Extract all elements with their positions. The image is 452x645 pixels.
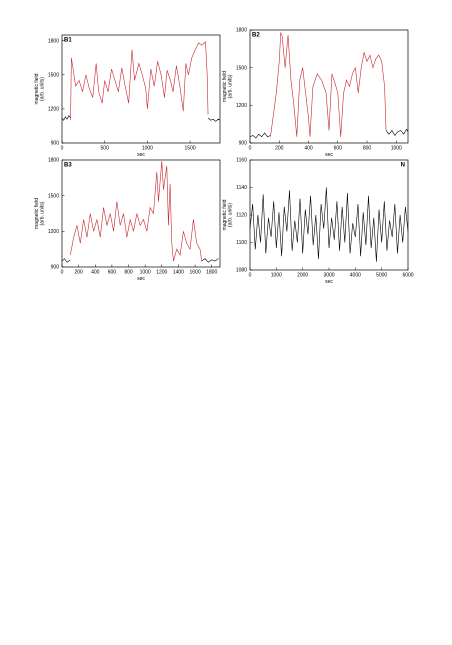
x-tick-label: 1800 xyxy=(206,270,217,276)
y-tick-label: 1800 xyxy=(48,158,59,164)
plot-frame xyxy=(61,34,221,144)
x-tick-label: 0 xyxy=(61,270,64,276)
x-tick-label: 0 xyxy=(249,146,252,152)
y-axis-label: magnetic field xyxy=(34,198,40,229)
x-tick-label: 800 xyxy=(124,270,133,276)
panel: 0 200 400 600 800 1000 1200 1400 1600 1800 900 1200… xyxy=(34,158,221,282)
x-tick-label: 200 xyxy=(74,270,83,276)
y-tick-label: 1800 xyxy=(48,38,59,44)
panel: 0 500 1000 1500 900 1200 1500 1800 sec magnetic f… xyxy=(34,34,221,158)
x-tick-label: 4000 xyxy=(350,273,361,279)
panel: 0 200 400 600 800 1000 900 1200 1500 1800 sec magne… xyxy=(222,28,409,158)
data-line xyxy=(207,117,221,122)
y-tick-label: 1200 xyxy=(48,229,59,235)
data-line xyxy=(70,41,209,121)
x-axis-label: sec xyxy=(137,276,145,282)
y-axis-label: magnetic field xyxy=(34,73,40,104)
data-line xyxy=(61,258,71,263)
panel-label: B1 xyxy=(64,38,72,44)
panel-label: B2 xyxy=(252,33,260,39)
y-axis-label: (arb. units) xyxy=(40,201,46,225)
plot-frame xyxy=(61,159,221,268)
y-tick-label: 1160 xyxy=(236,158,247,164)
x-axis-label: sec xyxy=(137,152,145,158)
x-tick-label: 1000 xyxy=(142,146,153,152)
y-axis-label: magnetic field xyxy=(222,199,228,230)
panel-label: N xyxy=(401,163,405,169)
y-tick-label: 1120 xyxy=(236,213,247,219)
x-tick-label: 400 xyxy=(91,270,100,276)
x-tick-label: 0 xyxy=(61,146,64,152)
x-tick-label: 1000 xyxy=(140,270,151,276)
x-tick-label: 1200 xyxy=(156,270,167,276)
y-axis-label: magnetic field xyxy=(222,71,228,102)
y-tick-label: 1100 xyxy=(236,240,247,246)
x-tick-label: 0 xyxy=(249,273,252,279)
x-tick-label: 1600 xyxy=(189,270,200,276)
x-tick-label: 500 xyxy=(101,146,110,152)
x-tick-label: 1500 xyxy=(185,146,196,152)
x-tick-label: 5000 xyxy=(376,273,387,279)
x-tick-label: 1000 xyxy=(391,146,402,152)
x-tick-label: 800 xyxy=(363,146,372,152)
y-tick-label: 1200 xyxy=(48,107,59,113)
y-tick-label: 1200 xyxy=(236,103,247,109)
x-tick-label: 1000 xyxy=(271,273,282,279)
panel: 0 1000 2000 3000 4000 5000 6000 1080 1100 1120 114… xyxy=(222,158,414,285)
y-tick-label: 900 xyxy=(239,141,248,147)
x-axis-label: sec xyxy=(325,279,333,285)
y-tick-label: 1500 xyxy=(48,72,59,78)
plot-frame xyxy=(249,29,409,144)
x-tick-label: 2000 xyxy=(297,273,308,279)
y-tick-label: 900 xyxy=(51,265,60,271)
y-tick-label: 1080 xyxy=(236,268,247,274)
x-tick-label: 600 xyxy=(108,270,117,276)
y-axis-label: (arb. units) xyxy=(40,77,46,101)
y-tick-label: 900 xyxy=(51,141,60,147)
x-tick-label: 600 xyxy=(334,146,343,152)
x-axis-label: sec xyxy=(325,152,333,158)
data-line xyxy=(270,32,387,137)
data-line xyxy=(201,258,219,263)
y-tick-label: 1800 xyxy=(236,28,247,34)
data-line xyxy=(249,132,271,139)
x-tick-label: 3000 xyxy=(323,273,334,279)
data-line xyxy=(249,187,409,262)
y-axis-label: (arb. units) xyxy=(228,203,234,227)
y-tick-label: 1140 xyxy=(236,185,247,191)
x-tick-label: 1400 xyxy=(173,270,184,276)
y-tick-label: 1500 xyxy=(48,193,59,199)
data-line xyxy=(61,115,71,121)
plot-frame xyxy=(249,159,409,271)
y-tick-label: 1500 xyxy=(236,65,247,71)
x-tick-label: 200 xyxy=(275,146,284,152)
panel-label: B3 xyxy=(64,163,72,169)
x-tick-label: 6000 xyxy=(402,273,413,279)
y-axis-label: (arb. units) xyxy=(228,74,234,98)
data-line xyxy=(385,128,409,137)
data-line xyxy=(70,161,203,262)
x-tick-label: 400 xyxy=(304,146,313,152)
